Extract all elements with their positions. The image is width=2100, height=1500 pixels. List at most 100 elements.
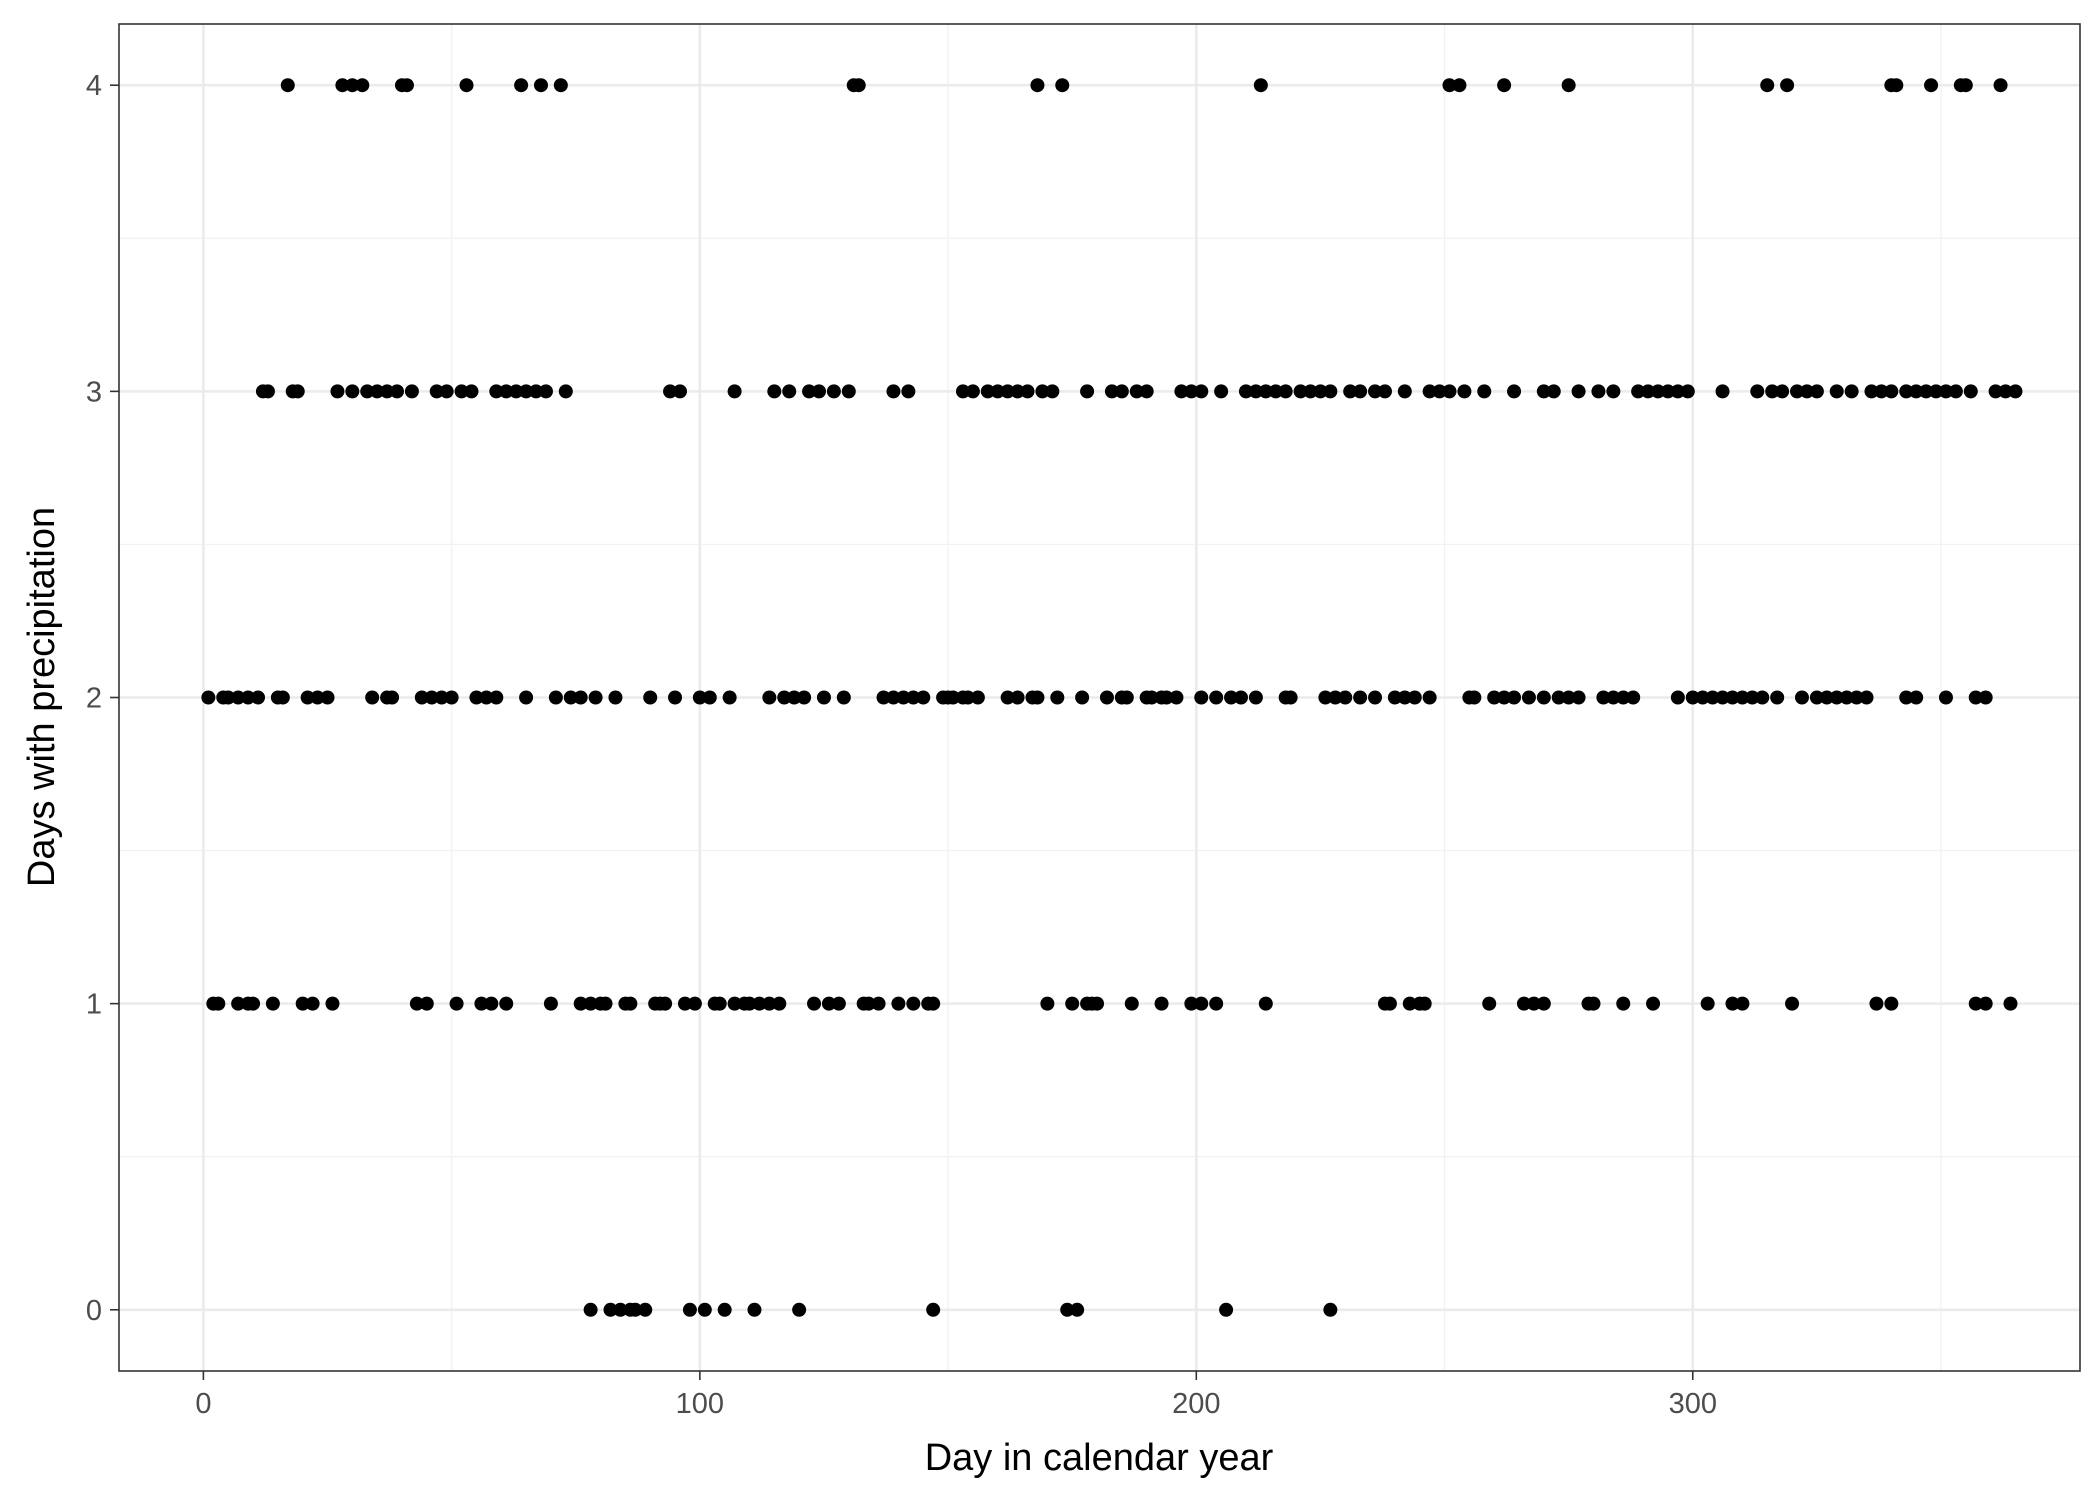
data-point bbox=[1998, 384, 2013, 399]
data-point bbox=[1993, 78, 2008, 93]
data-point bbox=[409, 996, 424, 1011]
data-point bbox=[305, 996, 320, 1011]
data-point bbox=[613, 1302, 628, 1317]
data-point bbox=[385, 690, 400, 705]
data-point bbox=[687, 996, 702, 1011]
data-point bbox=[1452, 78, 1467, 93]
data-point bbox=[1154, 996, 1169, 1011]
data-point bbox=[558, 384, 573, 399]
data-point bbox=[886, 690, 901, 705]
data-point bbox=[1794, 690, 1809, 705]
data-point bbox=[717, 1302, 732, 1317]
data-point bbox=[1457, 384, 1472, 399]
data-point bbox=[355, 78, 370, 93]
data-point bbox=[1030, 78, 1045, 93]
data-point bbox=[871, 996, 886, 1011]
data-point bbox=[454, 384, 469, 399]
data-point bbox=[697, 1302, 712, 1317]
data-point bbox=[1551, 690, 1566, 705]
data-point bbox=[1045, 384, 1060, 399]
data-point bbox=[1770, 690, 1785, 705]
x-axis-ticks: 0 100 200 300 bbox=[195, 1371, 1717, 1420]
x-tick-label: 300 bbox=[1669, 1388, 1717, 1420]
y-axis-ticks: 0 1 2 3 4 bbox=[86, 70, 119, 1327]
data-point bbox=[439, 384, 454, 399]
data-point bbox=[727, 996, 742, 1011]
data-point bbox=[876, 690, 891, 705]
data-point bbox=[1258, 384, 1273, 399]
data-point bbox=[980, 384, 995, 399]
data-point bbox=[345, 384, 360, 399]
data-point bbox=[1139, 384, 1154, 399]
data-point bbox=[1477, 384, 1492, 399]
data-point bbox=[1397, 690, 1412, 705]
data-point bbox=[1521, 690, 1536, 705]
data-point bbox=[1790, 384, 1805, 399]
y-tick-label: 4 bbox=[86, 70, 102, 102]
data-point bbox=[1755, 690, 1770, 705]
data-point bbox=[1184, 384, 1199, 399]
data-point bbox=[1318, 690, 1333, 705]
data-point bbox=[2003, 996, 2018, 1011]
data-point bbox=[221, 690, 236, 705]
data-point bbox=[792, 1302, 807, 1317]
data-point bbox=[573, 690, 588, 705]
data-point bbox=[533, 78, 548, 93]
data-point bbox=[1750, 384, 1765, 399]
data-point bbox=[1705, 690, 1720, 705]
data-point bbox=[370, 384, 385, 399]
data-point bbox=[767, 384, 782, 399]
data-point bbox=[1159, 690, 1174, 705]
data-point bbox=[300, 690, 315, 705]
data-point bbox=[826, 384, 841, 399]
data-point bbox=[990, 384, 1005, 399]
data-point bbox=[1442, 78, 1457, 93]
data-point bbox=[1402, 996, 1417, 1011]
data-point bbox=[231, 996, 246, 1011]
data-point bbox=[841, 384, 856, 399]
data-point bbox=[1680, 384, 1695, 399]
data-point bbox=[643, 690, 658, 705]
data-point bbox=[1725, 996, 1740, 1011]
data-point bbox=[807, 996, 822, 1011]
data-point bbox=[722, 690, 737, 705]
data-points bbox=[201, 78, 2023, 1317]
data-point bbox=[1174, 384, 1189, 399]
data-point bbox=[1978, 996, 1993, 1011]
data-point bbox=[1695, 690, 1710, 705]
data-point bbox=[1060, 1302, 1075, 1317]
data-point bbox=[1209, 690, 1224, 705]
data-point bbox=[1606, 384, 1621, 399]
data-point bbox=[1000, 384, 1015, 399]
data-point bbox=[1119, 690, 1134, 705]
data-point bbox=[603, 1302, 618, 1317]
data-point bbox=[1670, 690, 1685, 705]
data-point bbox=[553, 78, 568, 93]
data-point bbox=[390, 384, 405, 399]
data-point bbox=[519, 690, 534, 705]
data-point bbox=[1725, 690, 1740, 705]
data-point bbox=[1040, 996, 1055, 1011]
data-point bbox=[1482, 996, 1497, 1011]
data-point bbox=[1219, 1302, 1234, 1317]
data-point bbox=[1958, 78, 1973, 93]
data-point bbox=[1988, 384, 2003, 399]
data-point bbox=[310, 690, 325, 705]
data-point bbox=[1368, 384, 1383, 399]
data-point bbox=[1382, 996, 1397, 1011]
data-point bbox=[1536, 690, 1551, 705]
data-point bbox=[1968, 996, 1983, 1011]
data-point bbox=[692, 690, 707, 705]
data-point bbox=[1859, 690, 1874, 705]
data-point bbox=[1055, 78, 1070, 93]
data-point bbox=[742, 996, 757, 1011]
data-point bbox=[1884, 996, 1899, 1011]
data-point bbox=[836, 690, 851, 705]
data-point bbox=[479, 690, 494, 705]
data-point bbox=[538, 384, 553, 399]
data-point bbox=[1775, 384, 1790, 399]
data-point bbox=[424, 690, 439, 705]
data-point bbox=[1000, 690, 1015, 705]
data-point bbox=[1442, 384, 1457, 399]
x-tick-label: 200 bbox=[1172, 1388, 1220, 1420]
